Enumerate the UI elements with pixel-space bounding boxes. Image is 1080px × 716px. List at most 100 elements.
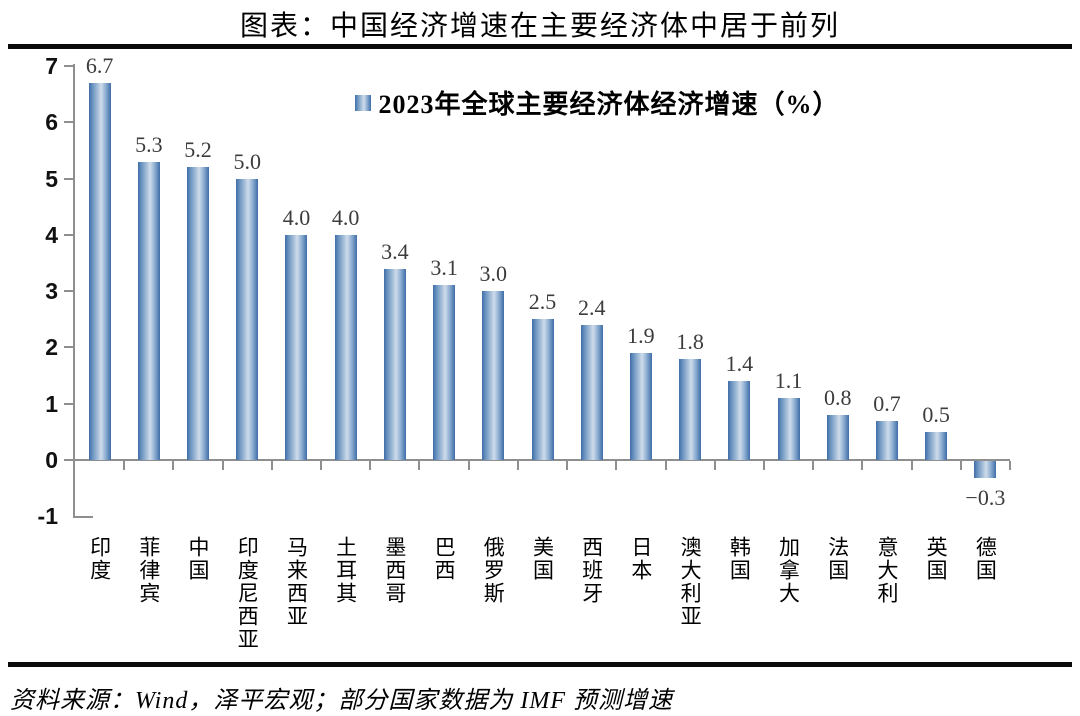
x-tick (861, 461, 864, 470)
legend-swatch-icon (355, 94, 372, 111)
x-tick (812, 461, 815, 470)
x-tick (762, 461, 765, 470)
category-label: 俄罗斯 (481, 536, 506, 605)
y-tick (64, 177, 73, 180)
y-tick (64, 233, 73, 236)
page-title: 图表：中国经济增速在主要经济体中居于前列 (239, 11, 840, 42)
category-label: 意大利 (874, 536, 899, 605)
bar-value-label: −0.3 (965, 484, 1006, 510)
bar-value-label: 0.7 (873, 390, 901, 416)
y-axis-label: 7 (45, 52, 58, 79)
category-label: 巴西 (432, 536, 457, 582)
bar-value-label: 1.8 (676, 328, 704, 354)
x-tick (910, 461, 913, 470)
source-note: 资料来源：Wind，泽平宏观；部分国家数据为 IMF 预测增速 (10, 688, 673, 714)
bar-value-label: 0.8 (824, 384, 852, 410)
category-label: 英国 (924, 536, 949, 582)
bar (383, 268, 406, 460)
bar-value-label: 5.0 (233, 148, 261, 174)
y-tick (64, 64, 73, 67)
bar-value-label: 5.3 (135, 131, 163, 157)
y-axis-label: -1 (37, 503, 58, 530)
x-tick (172, 461, 175, 470)
y-axis-label: 1 (45, 390, 58, 417)
category-label: 德国 (973, 536, 998, 582)
bar-value-label: 0.5 (922, 401, 950, 427)
bottom-divider (8, 662, 1072, 667)
x-tick (959, 461, 962, 470)
top-divider (8, 44, 1072, 49)
x-tick (713, 461, 716, 470)
x-tick (1009, 461, 1011, 470)
bar (629, 353, 652, 460)
x-tick (467, 461, 470, 470)
y-tick (64, 402, 73, 405)
category-label: 中国 (186, 536, 211, 582)
category-label: 韩国 (727, 536, 752, 582)
y-axis-end-tick (73, 516, 93, 519)
y-axis-label: 3 (45, 278, 58, 305)
bar-value-label: 3.1 (430, 255, 458, 281)
category-label: 印度 (87, 536, 112, 582)
bar (482, 291, 505, 460)
bar (433, 285, 456, 460)
bar (728, 381, 751, 460)
y-tick (64, 121, 73, 124)
x-tick (320, 461, 323, 470)
bar (826, 414, 849, 460)
x-tick (123, 461, 126, 470)
x-tick (516, 461, 519, 470)
bar (137, 161, 160, 460)
x-tick (270, 461, 273, 470)
y-tick (64, 346, 73, 349)
bar (679, 358, 702, 460)
bar (334, 234, 357, 460)
bar-value-label: 1.9 (627, 323, 655, 349)
y-axis-label: 0 (45, 447, 58, 473)
category-label: 澳大利亚 (678, 536, 703, 628)
x-tick (418, 461, 421, 470)
legend-label: 2023年全球主要经济体经济增速（%） (378, 90, 840, 119)
bar-value-label: 6.7 (85, 52, 114, 78)
bar-value-label: 2.4 (577, 294, 606, 320)
category-label: 马来西亚 (284, 536, 309, 628)
bar-value-label: 4.0 (331, 204, 360, 230)
y-axis-label: 4 (45, 221, 58, 248)
bar (777, 398, 800, 460)
category-label: 加拿大 (776, 536, 801, 605)
bar-value-label: 3.4 (381, 238, 409, 264)
category-label: 印度尼西亚 (235, 536, 260, 651)
bar (974, 461, 997, 478)
x-axis (73, 459, 1010, 461)
bar (88, 82, 111, 460)
y-axis-label: 2 (45, 334, 58, 361)
bar-value-label: 5.2 (184, 137, 212, 163)
bar (875, 420, 898, 460)
bar (925, 431, 948, 460)
x-tick (221, 461, 224, 470)
x-tick (615, 461, 618, 470)
category-label: 菲律宾 (136, 536, 161, 605)
x-tick (664, 461, 667, 470)
x-tick (566, 461, 569, 470)
y-tick (64, 459, 73, 461)
bar-value-label: 2.5 (528, 289, 557, 315)
bar-value-label: 4.0 (282, 204, 311, 230)
bar-value-label: 3.0 (479, 261, 508, 287)
category-label: 美国 (530, 536, 555, 582)
x-tick (369, 461, 372, 470)
bar-value-label: 1.1 (774, 368, 803, 394)
chart-legend: 2023年全球主要经济体经济增速（%） (130, 84, 1065, 121)
bar-value-label: 1.4 (725, 351, 754, 377)
bar (285, 234, 308, 460)
y-axis (73, 63, 75, 519)
y-axis-label: 6 (45, 109, 58, 136)
category-label: 西班牙 (579, 536, 604, 605)
y-axis-label: 5 (45, 165, 58, 192)
category-label: 墨西哥 (382, 536, 407, 605)
y-tick (64, 290, 73, 293)
category-label: 日本 (628, 536, 653, 582)
bar (531, 319, 554, 460)
